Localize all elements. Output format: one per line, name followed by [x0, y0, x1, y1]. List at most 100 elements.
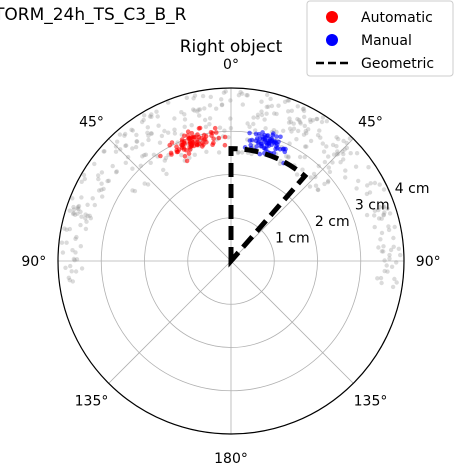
point-automatic: [185, 129, 191, 134]
background-point: [394, 260, 399, 265]
background-point: [340, 149, 345, 154]
background-point: [289, 108, 294, 114]
background-point: [335, 149, 340, 154]
point-automatic: [184, 158, 190, 164]
theta-grid-line-225: [108, 260, 232, 384]
background-point: [67, 278, 73, 283]
background-point: [264, 111, 269, 116]
point-manual: [259, 143, 265, 149]
background-point: [354, 151, 360, 156]
background-point: [376, 207, 381, 213]
background-point: [83, 212, 88, 217]
polar-frame: [57, 87, 405, 435]
background-point: [381, 205, 386, 210]
theta-label-45-left: 45°: [79, 115, 104, 131]
background-point: [307, 117, 313, 122]
background-point: [301, 106, 306, 111]
background-point: [145, 125, 150, 130]
background-point: [389, 264, 395, 269]
background-point: [196, 107, 201, 112]
background-point: [321, 149, 327, 154]
background-point: [304, 144, 309, 149]
background-point: [263, 126, 268, 131]
background-point: [344, 140, 349, 146]
background-point: [75, 211, 80, 216]
background-point: [124, 143, 129, 148]
background-point: [182, 124, 187, 129]
point-automatic: [174, 148, 179, 153]
background-point: [386, 227, 392, 233]
background-point: [285, 98, 290, 103]
background-point: [378, 275, 384, 281]
background-point: [236, 93, 242, 98]
background-point: [390, 284, 396, 290]
background-point: [64, 240, 69, 245]
background-point: [372, 224, 377, 230]
background-point: [151, 152, 157, 157]
legend-label-manual: Manual: [361, 33, 412, 49]
background-point: [67, 226, 73, 232]
theta-label-90-right: 90°: [416, 254, 441, 270]
background-point: [317, 128, 322, 133]
background-point: [72, 258, 77, 263]
background-point: [385, 269, 390, 274]
background-point: [92, 202, 98, 208]
point-automatic: [189, 130, 195, 136]
background-point: [76, 206, 81, 212]
background-point: [70, 279, 76, 284]
geometric-series-line: [228, 146, 309, 268]
point-automatic: [179, 137, 185, 142]
background-point: [134, 132, 139, 138]
r-label-1: 1 cm: [275, 230, 310, 246]
theta-tick-labels: 0° 45° 45° 90° 90° 135° 135° 180°: [21, 57, 440, 463]
r-label-4: 4 cm: [395, 181, 430, 197]
background-point: [114, 169, 120, 174]
background-point: [74, 234, 79, 240]
background-point: [244, 93, 249, 98]
point-manual: [283, 146, 288, 152]
background-point: [113, 149, 119, 154]
theta-label-90-left: 90°: [21, 254, 46, 270]
background-point: [381, 204, 387, 209]
point-manual: [254, 144, 259, 149]
background-point: [338, 160, 343, 165]
background-point: [149, 112, 154, 117]
r-label-2: 2 cm: [315, 214, 350, 230]
point-automatic: [181, 147, 187, 152]
background-point: [295, 104, 300, 109]
background-point: [386, 224, 391, 229]
background-point: [164, 171, 169, 177]
background-point: [145, 130, 150, 135]
background-point: [66, 275, 72, 280]
series-points: [158, 125, 288, 166]
background-point: [79, 195, 84, 200]
background-point: [101, 149, 106, 154]
background-point: [324, 119, 329, 124]
background-point: [172, 116, 177, 121]
background-point: [62, 226, 67, 231]
background-point: [282, 99, 288, 105]
background-point: [226, 135, 231, 140]
background-point: [322, 159, 328, 165]
theta-label-180: 180°: [214, 451, 248, 463]
point-manual: [253, 131, 259, 137]
point-automatic: [201, 137, 207, 142]
legend-marker-automatic: [326, 11, 338, 23]
background-point: [182, 117, 188, 122]
chart-title: Right object: [180, 37, 283, 57]
background-point: [71, 256, 77, 262]
theta-label-45-right: 45°: [358, 115, 383, 131]
theta-label-135-right: 135°: [354, 394, 388, 410]
background-point: [376, 245, 381, 250]
point-automatic: [182, 133, 187, 139]
background-point: [195, 109, 200, 114]
background-point: [85, 202, 90, 207]
background-point: [73, 236, 78, 241]
point-manual: [268, 138, 273, 143]
point-manual: [274, 134, 279, 139]
point-automatic: [168, 150, 174, 156]
legend-label-geometric: Geometric: [361, 56, 434, 72]
background-point: [301, 132, 307, 137]
background-point: [166, 130, 171, 135]
background-point: [202, 117, 208, 123]
